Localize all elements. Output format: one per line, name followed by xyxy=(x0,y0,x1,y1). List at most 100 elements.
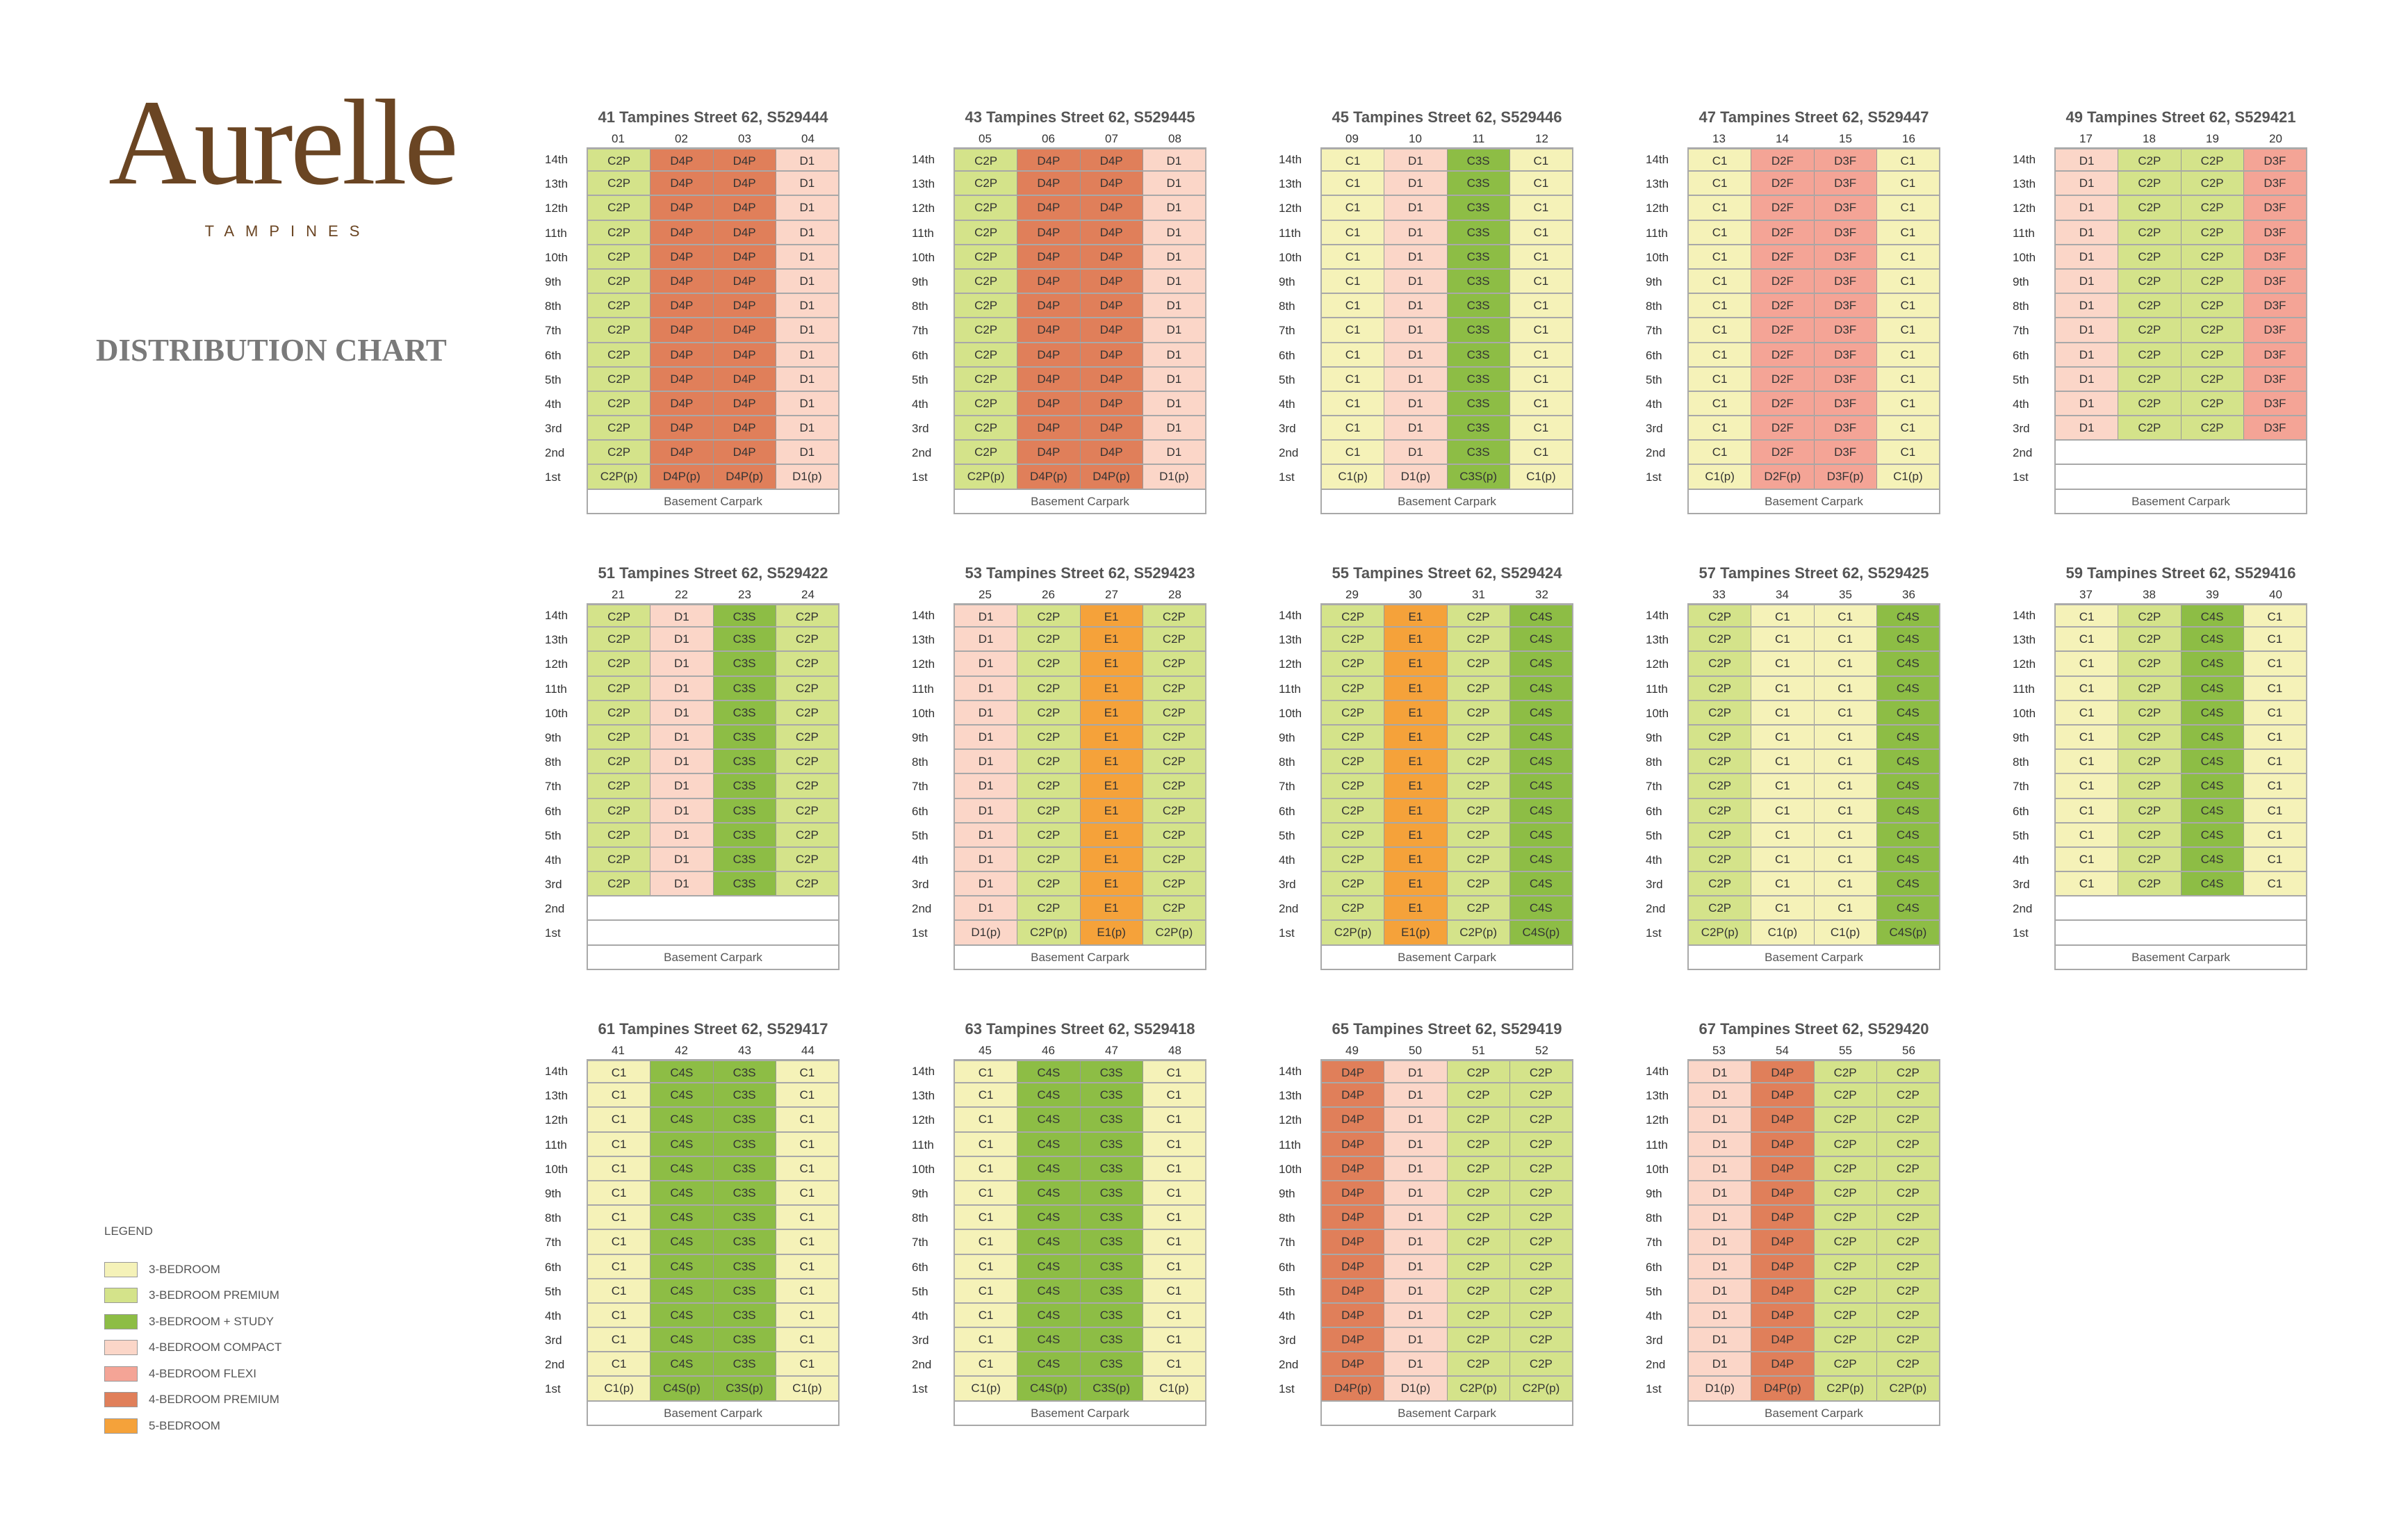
floor-cells: C1 C4S C3S C1 xyxy=(953,1132,1206,1157)
floor-row: 10th C1 C2P C4S C1 xyxy=(2013,701,2307,726)
unit-cell: C2P xyxy=(1017,798,1081,822)
unit-cell: C4S xyxy=(1017,1108,1081,1131)
unit-cell: C1 xyxy=(776,1083,838,1107)
unit-cell: C2P xyxy=(1017,605,1081,627)
floor-label: 14th xyxy=(912,609,935,622)
unit-cell: C1 xyxy=(1876,318,1939,342)
unit-cell: C4S xyxy=(1017,1206,1081,1229)
unit-cell: C4S(p) xyxy=(1509,921,1572,944)
unit-cell: C2P xyxy=(1017,725,1081,749)
unit-cell: C2P xyxy=(2118,245,2182,268)
unit-cell: C1 xyxy=(1689,220,1752,244)
unit-cell: C4S xyxy=(1017,1352,1081,1376)
floor-cells: C2P D4P D4P D1 xyxy=(953,220,1206,245)
floor-row: 9th C1 C4S C3S C1 xyxy=(545,1181,840,1206)
unit-cell: C2P xyxy=(776,750,838,773)
unit-cell: C1 xyxy=(1814,823,1877,846)
floor-label: 5th xyxy=(1279,1284,1295,1298)
unit-cell: E1 xyxy=(1384,605,1448,627)
unit-cell: C1 xyxy=(1814,847,1877,871)
unit-cell: C4S xyxy=(1017,1328,1081,1352)
unit-cell: C2P xyxy=(2118,676,2182,700)
floor-row: 4th C2P E1 C2P C4S xyxy=(1279,847,1573,873)
floor-cells: C1 D1 C3S C1 xyxy=(1320,391,1573,417)
unit-cell: C3S xyxy=(713,1206,776,1229)
floor-label: 1st xyxy=(912,1382,928,1396)
empty-floor xyxy=(2056,465,2306,489)
unit-cell: D2F xyxy=(1751,343,1815,366)
unit-cell: D4P xyxy=(1080,196,1143,220)
unit-cell: C2P xyxy=(776,872,838,896)
unit-cell: C1(p) xyxy=(1509,465,1572,489)
unit-cell: C2P xyxy=(588,774,651,798)
unit-cell: D1 xyxy=(955,750,1018,773)
floor-label: 6th xyxy=(1279,1260,1295,1274)
unit-number: 34 xyxy=(1776,588,1789,601)
unit-cell: C4S xyxy=(1876,872,1939,896)
block-table: 67 Tampines Street 62, S529420 53 54 55 56 14… xyxy=(1646,1020,1940,1426)
unit-cell: C2P(p) xyxy=(1447,921,1510,944)
unit-cell: E1 xyxy=(1080,847,1143,871)
unit-cell: C1(p) xyxy=(1876,465,1939,489)
unit-cell: D1 xyxy=(650,823,714,846)
basement-row: Basement Carpark xyxy=(1646,489,1940,514)
block-address: 41 Tampines Street 62, S529444 xyxy=(598,108,828,126)
floor-row: 6th C2P D4P D4P D1 xyxy=(545,343,840,368)
unit-cell: D1 xyxy=(1143,416,1205,440)
unit-cell: C1(p) xyxy=(1814,921,1877,944)
unit-cell: C1 xyxy=(2056,774,2119,798)
floor-cells: D1 C2P C2P D3F xyxy=(2054,269,2307,295)
unit-cell: C1 xyxy=(1322,269,1385,293)
unit-cell: D4P xyxy=(1322,1132,1385,1156)
unit-cell: D4P xyxy=(713,220,776,244)
floor-row: 12th D4P D1 C2P C2P xyxy=(1279,1108,1573,1133)
unit-cell: C2P xyxy=(588,416,651,440)
floor-cells: C2P D4P D4P D1 xyxy=(587,441,840,466)
unit-cell: C1 xyxy=(1814,628,1877,651)
floor-row: 3rd C2P D4P D4P D1 xyxy=(912,416,1206,441)
unit-cell: D4P xyxy=(1017,269,1081,293)
unit-number: 54 xyxy=(1776,1044,1789,1057)
floor-row: 11th C1 C4S C3S C1 xyxy=(912,1132,1206,1157)
unit-cell: D2F xyxy=(1751,245,1815,268)
floor-label: 10th xyxy=(912,250,935,264)
floor-cells: D1 D4P C2P C2P xyxy=(1687,1352,1940,1377)
floor-cells: C1 D1 C3S C1 xyxy=(1320,196,1573,221)
unit-cell: C2P xyxy=(2181,172,2244,195)
floor-cells: D4P D1 C2P C2P xyxy=(1320,1108,1573,1133)
unit-header-row: 01 02 03 04 xyxy=(587,132,840,147)
unit-cell: D4P xyxy=(1017,172,1081,195)
unit-cell: C2P xyxy=(1143,823,1205,846)
unit-cell: C1 xyxy=(1751,701,1815,724)
floor-row: 9th D1 D4P C2P C2P xyxy=(1646,1181,1940,1206)
unit-cell: C1 xyxy=(1751,774,1815,798)
unit-cell: D1 xyxy=(955,774,1018,798)
floor-row: 1st C1(p) C4S(p) C3S(p) C1(p) xyxy=(912,1377,1206,1402)
floor-label: 14th xyxy=(2013,609,2036,622)
unit-cell: C1 xyxy=(1509,196,1572,220)
unit-cell: C2P xyxy=(588,220,651,244)
floor-cells: C2P D4P D4P D1 xyxy=(953,147,1206,172)
unit-cell: E1 xyxy=(1384,701,1448,724)
floor-row: 10th C1 C4S C3S C1 xyxy=(545,1156,840,1181)
unit-cell: C1 xyxy=(1814,701,1877,724)
floor-label: 2nd xyxy=(545,1358,565,1372)
floor-label: 8th xyxy=(1279,300,1295,313)
floor-cells: D4P D1 C2P C2P xyxy=(1320,1328,1573,1353)
unit-cell: C1 xyxy=(1322,220,1385,244)
unit-cell: C1 xyxy=(955,1132,1018,1156)
unit-cell: C1 xyxy=(1751,628,1815,651)
unit-cell: C4S xyxy=(2181,605,2244,627)
block-table: 53 Tampines Street 62, S529423 25 26 27 28 14… xyxy=(912,564,1206,970)
floor-cells: C2P D4P D4P D1 xyxy=(587,269,840,295)
unit-cell: D1 xyxy=(1384,1230,1448,1254)
block-address: 45 Tampines Street 62, S529446 xyxy=(1332,108,1562,126)
floor-label: 14th xyxy=(1646,1065,1669,1078)
floor-cells: C1 D2F D3F C1 xyxy=(1687,294,1940,319)
unit-cell: D4P(p) xyxy=(650,465,714,489)
unit-cell: D1 xyxy=(1384,1108,1448,1131)
floor-row: 2nd D1 C2P E1 C2P xyxy=(912,896,1206,921)
unit-cell: C2P xyxy=(588,343,651,366)
unit-cell: E1 xyxy=(1384,750,1448,773)
unit-cell: C1 xyxy=(588,1132,651,1156)
